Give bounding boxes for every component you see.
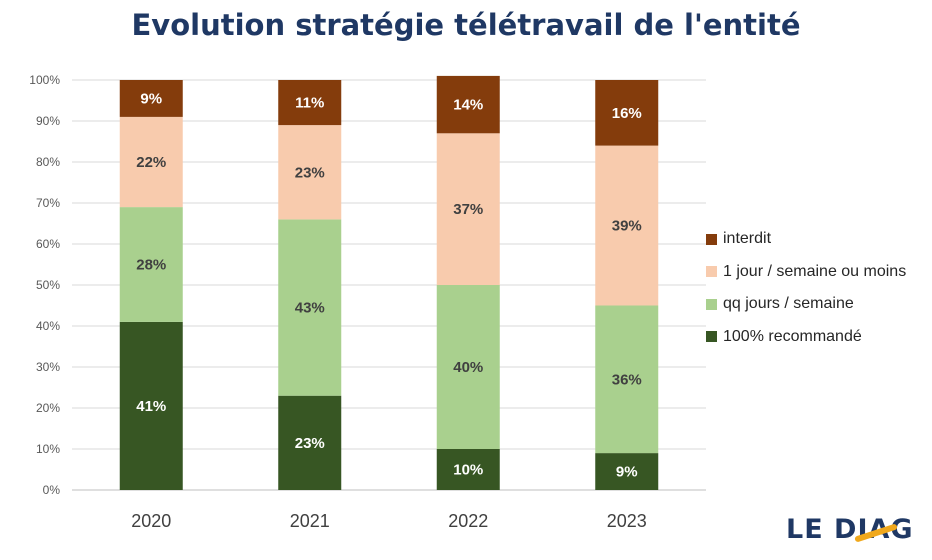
bar-segment	[595, 145, 659, 306]
legend: interdit 1 jour / semaine ou moins qq jour…	[706, 223, 906, 353]
le-diag-logo: LE DIAG	[786, 508, 916, 556]
bar-segment	[119, 116, 183, 208]
y-tick-label: 0%	[43, 483, 61, 497]
bar-segment	[436, 285, 500, 449]
chart-title: Evolution stratégie télétravail de l'ent…	[131, 8, 801, 42]
legend-swatch	[706, 298, 717, 310]
y-tick-label: 50%	[36, 278, 60, 292]
bar-segment	[595, 305, 659, 454]
data-label: 16%	[612, 105, 642, 122]
data-label: 39%	[612, 218, 642, 235]
x-tick-label: 2020	[131, 511, 171, 531]
y-tick-label: 10%	[36, 442, 60, 456]
y-tick-label: 20%	[36, 401, 60, 415]
data-label: 9%	[616, 464, 638, 481]
y-tick-label: 80%	[36, 155, 60, 169]
data-label: 9%	[140, 90, 162, 107]
bar-segment	[119, 321, 183, 490]
bar-segment	[119, 207, 183, 322]
bar-segment	[436, 75, 500, 134]
legend-item: 1 jour / semaine ou moins	[706, 256, 906, 289]
legend-item: interdit	[706, 223, 906, 256]
data-label: 11%	[295, 95, 324, 112]
y-tick-label: 60%	[36, 237, 60, 251]
bar-segment	[595, 453, 659, 490]
data-label: 14%	[453, 97, 483, 114]
legend-swatch	[706, 233, 717, 245]
data-label: 23%	[295, 435, 325, 452]
data-label: 41%	[136, 398, 166, 415]
y-tick-label: 90%	[36, 114, 60, 128]
data-label: 28%	[136, 257, 166, 274]
bar-segment	[278, 219, 342, 396]
y-tick-label: 40%	[36, 319, 60, 333]
bar-segment	[436, 449, 500, 490]
x-tick-label: 2021	[290, 511, 330, 531]
bar-segment	[278, 80, 342, 126]
legend-label: interdit	[723, 230, 772, 248]
data-label: 36%	[612, 371, 642, 388]
data-label: 37%	[453, 201, 483, 218]
y-tick-label: 30%	[36, 360, 60, 374]
bar-segment	[436, 133, 500, 285]
legend-label: qq jours / semaine	[723, 295, 854, 313]
data-label: 40%	[453, 359, 483, 376]
legend-item: 100% recommandé	[706, 321, 906, 354]
bar-segment	[278, 395, 342, 490]
legend-label: 1 jour / semaine ou moins	[723, 262, 907, 280]
data-label: 43%	[295, 300, 325, 317]
x-tick-label: 2022	[448, 511, 488, 531]
bar-segment	[119, 80, 183, 117]
legend-swatch	[706, 331, 717, 343]
legend-swatch	[706, 266, 717, 278]
bar-segment	[278, 125, 342, 220]
x-tick-label: 2023	[607, 511, 647, 531]
data-label: 22%	[136, 154, 166, 171]
y-tick-label: 100%	[29, 73, 60, 87]
bar-segment	[595, 80, 659, 146]
data-label: 23%	[295, 164, 325, 181]
legend-label: 100% recommandé	[723, 327, 862, 345]
y-tick-label: 70%	[36, 196, 60, 210]
data-label: 10%	[453, 462, 483, 479]
legend-item: qq jours / semaine	[706, 288, 906, 321]
